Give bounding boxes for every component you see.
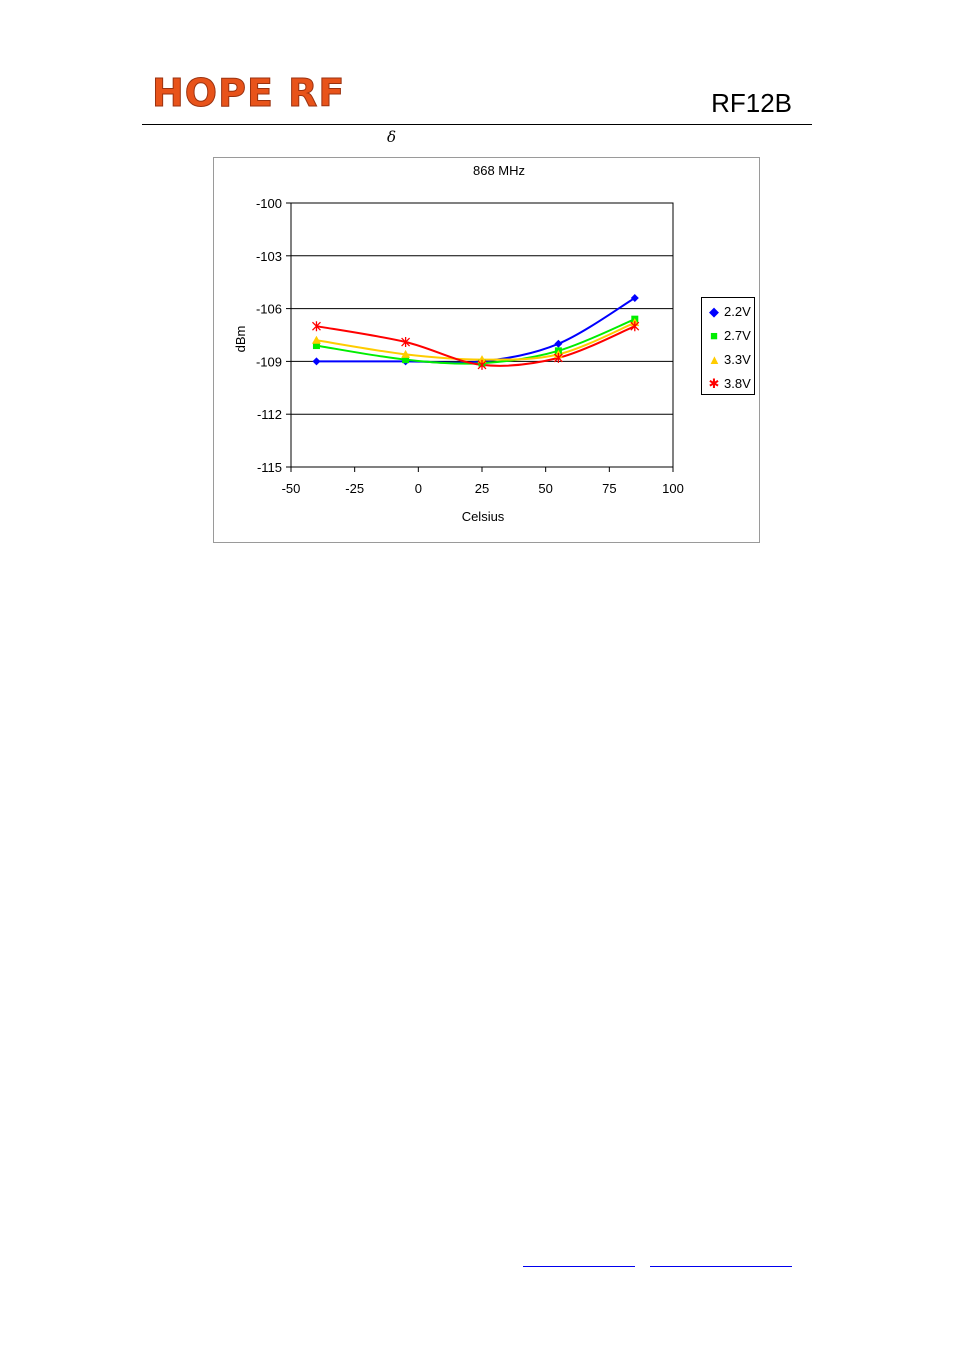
diamond-marker-icon: ◆ (709, 304, 719, 319)
delta-symbol: δ (387, 128, 397, 146)
chart-title: 868 MHz (473, 163, 525, 178)
data-point (311, 335, 321, 344)
data-point (401, 337, 411, 348)
star-marker-icon: ✱ (708, 376, 720, 391)
y-tick-label: -109 (256, 354, 282, 369)
square-marker-icon: ■ (710, 328, 718, 343)
legend-item-3-8v: ✱ 3.8V (708, 374, 751, 394)
data-point (402, 356, 410, 364)
y-tick-label: -106 (256, 302, 282, 317)
legend-label: 2.7V (724, 328, 751, 343)
series-markers (311, 294, 640, 370)
y-tick-label: -112 (257, 407, 282, 422)
x-tick-label: 0 (415, 481, 422, 496)
x-tick-label: -25 (345, 481, 364, 496)
data-point (477, 355, 487, 364)
data-point (554, 339, 563, 348)
data-point (312, 357, 321, 366)
chart-legend: ◆ 2.2V ■ 2.7V ▲ 3.3V ✱ 3.8V (701, 297, 755, 395)
x-tick-label: 100 (662, 481, 684, 496)
y-tick-label: -103 (256, 249, 282, 264)
chart-frame (213, 157, 760, 543)
data-point (553, 352, 563, 363)
legend-item-2-7v: ■ 2.7V (708, 326, 751, 346)
x-tick-label: 50 (538, 481, 552, 496)
x-tick-label: -50 (282, 481, 301, 496)
header-rule (142, 124, 812, 125)
legend-item-3-3v: ▲ 3.3V (708, 350, 751, 370)
axis-ticks: -100 -103 -106 -109 -112 -115-50 -25 0 25 50 75 100 (256, 196, 684, 496)
document-title: RF12B (711, 88, 792, 118)
data-point (401, 349, 411, 358)
footer-link-2[interactable] (650, 1266, 792, 1267)
y-tick-label: -100 (256, 196, 282, 211)
x-axis-label: Celsius (462, 509, 505, 524)
footer-link-1[interactable] (523, 1266, 635, 1267)
legend-item-2-2v: ◆ 2.2V (708, 302, 751, 322)
legend-label: 3.3V (724, 352, 751, 367)
legend-label: 2.2V (724, 304, 751, 319)
data-point (477, 359, 487, 370)
y-axis-label: dBm (233, 326, 248, 353)
data-point (630, 294, 639, 303)
data-point (312, 342, 320, 350)
sensitivity-chart: 868 MHz -100 -103 -106 -109 -112 -115-50 -25 0 2… (233, 163, 684, 524)
data-point (312, 321, 321, 332)
y-tick-label: -115 (257, 460, 282, 475)
data-point (630, 321, 640, 332)
x-tick-label: 25 (475, 481, 489, 496)
legend-label: 3.8V (724, 376, 751, 391)
hope-rf-logo: HOPE RF (151, 71, 346, 115)
triangle-marker-icon: ▲ (708, 352, 721, 367)
x-tick-label: 75 (602, 481, 616, 496)
